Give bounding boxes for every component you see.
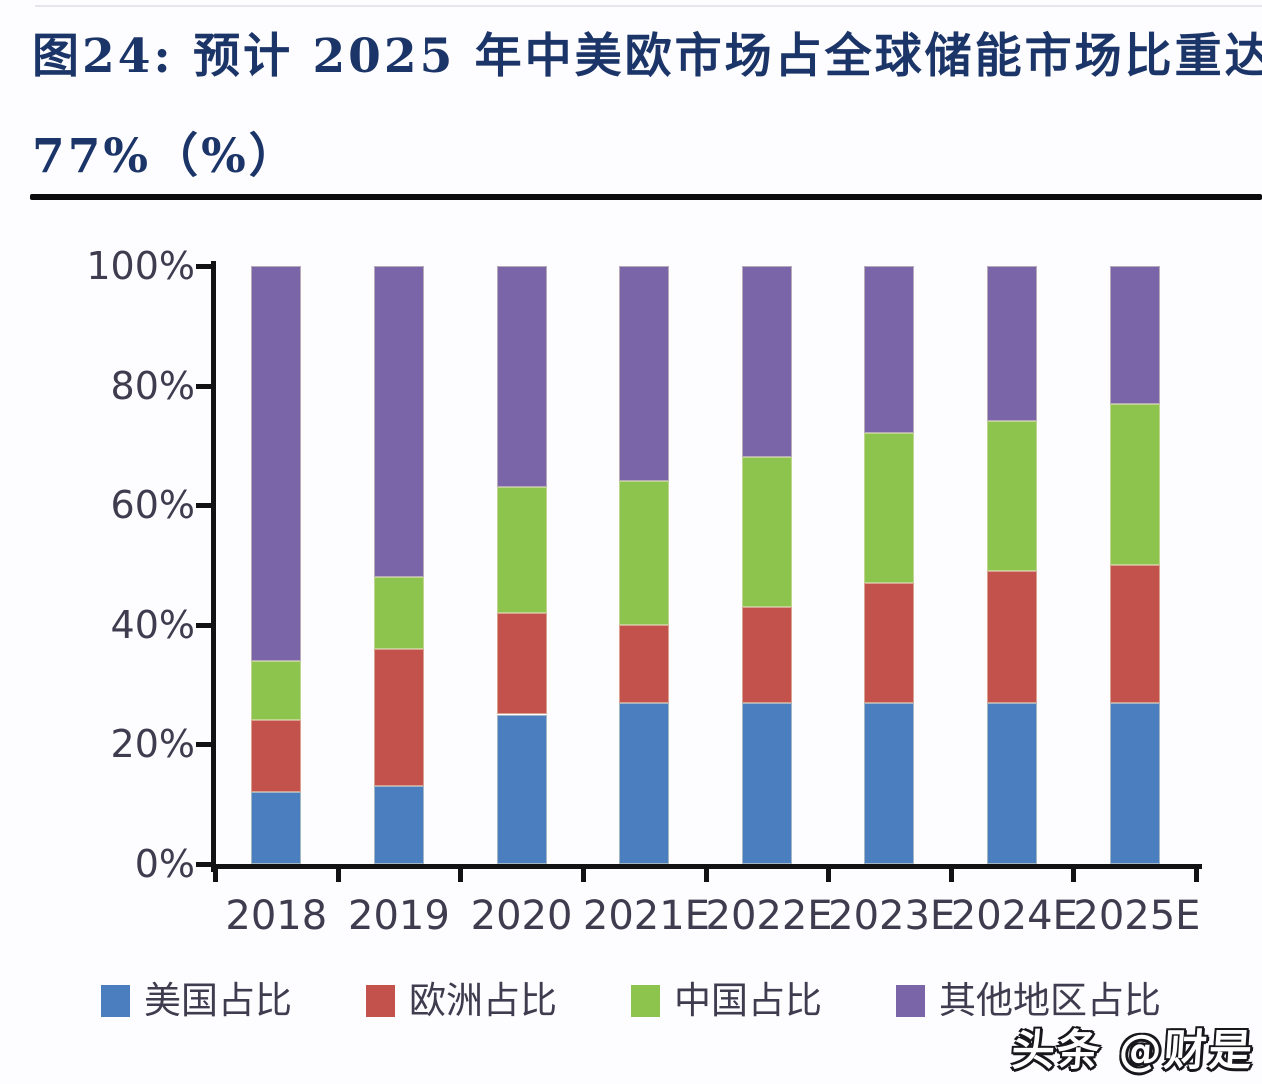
bar-segment xyxy=(619,624,670,703)
bar-segment xyxy=(1109,266,1160,404)
y-axis-tick-label: 100% xyxy=(86,244,195,288)
bar-segment xyxy=(1109,702,1160,864)
bar-segment xyxy=(1109,565,1160,703)
bar-segment xyxy=(496,487,547,613)
chart-title: 图24: 预计 2025 年中美欧市场占全球储能市场比重达 77%（%） xyxy=(32,28,1262,186)
bar-segment xyxy=(496,612,547,715)
legend-swatch-icon xyxy=(896,984,925,1017)
title-divider xyxy=(30,194,1262,200)
bar-segment xyxy=(987,702,1038,864)
bar-segment xyxy=(741,266,792,458)
legend-item: 其他地区占比 xyxy=(896,982,1161,1019)
y-axis-tick-label: 40% xyxy=(110,602,195,647)
y-axis-tick xyxy=(196,383,211,389)
y-axis-tick-label: 0% xyxy=(134,842,195,886)
bar-segment xyxy=(864,582,915,703)
legend-item: 中国占比 xyxy=(631,982,822,1019)
bar-segment xyxy=(496,714,547,864)
y-axis-tick xyxy=(196,503,211,509)
legend-label: 中国占比 xyxy=(674,979,822,1022)
legend-label: 美国占比 xyxy=(144,979,292,1022)
x-axis-tick xyxy=(948,869,954,882)
legend-swatch-icon xyxy=(631,984,660,1017)
bar-segment xyxy=(741,606,792,703)
y-axis-tick xyxy=(196,264,211,269)
bar-segment xyxy=(373,786,424,864)
x-axis-category-label: 2019 xyxy=(348,893,450,939)
bar-segment xyxy=(864,266,915,434)
x-axis-tick xyxy=(213,869,218,882)
x-axis-category-label: 2023E xyxy=(828,893,956,939)
chart-title-line1: 图24: 预计 2025 年中美欧市场占全球储能市场比重达 xyxy=(32,29,1262,84)
legend-swatch-icon xyxy=(101,984,130,1017)
x-axis-category-label: 2018 xyxy=(225,893,328,939)
top-hairline xyxy=(35,5,1262,7)
legend-item: 欧洲占比 xyxy=(366,982,557,1019)
y-axis-tick xyxy=(196,742,211,748)
bar-segment xyxy=(496,266,547,488)
x-axis-category-label: 2025E xyxy=(1073,893,1201,939)
bar-segment xyxy=(987,266,1038,422)
bar-segment xyxy=(373,576,424,649)
y-axis-tick xyxy=(196,862,211,867)
legend-swatch-icon xyxy=(366,984,395,1017)
bar-segment xyxy=(251,720,302,793)
y-axis-line xyxy=(211,261,216,872)
x-axis-tick xyxy=(1071,869,1077,882)
bar-segment xyxy=(619,481,670,625)
y-axis-tick-label: 60% xyxy=(110,483,195,528)
bar-segment xyxy=(741,457,792,607)
bar-segment xyxy=(864,433,915,583)
x-axis-tick xyxy=(1194,869,1199,882)
watermark: 头条 @财是 xyxy=(1009,1026,1256,1076)
bar-segment xyxy=(987,570,1038,703)
y-axis-tick-label: 20% xyxy=(110,722,195,767)
chart-title-line2: 77%（%） xyxy=(32,128,299,184)
bar-segment xyxy=(864,702,915,864)
legend-item: 美国占比 xyxy=(101,982,292,1019)
bar-segment xyxy=(987,421,1038,571)
x-axis-category-label: 2022E xyxy=(705,893,833,939)
bar-segment xyxy=(251,266,302,661)
x-axis-category-label: 2020 xyxy=(470,893,573,939)
x-axis-category-label: 2021E xyxy=(582,893,710,939)
bar-segment xyxy=(373,648,424,787)
x-axis-tick xyxy=(580,869,586,882)
legend-label: 其他地区占比 xyxy=(939,979,1161,1022)
bar-segment xyxy=(619,266,670,482)
bar-segment xyxy=(251,792,302,864)
x-axis-tick xyxy=(703,869,709,882)
x-axis-tick xyxy=(335,869,341,882)
bar-segment xyxy=(373,266,424,577)
chart-legend: 美国占比 欧洲占比 中国占比 其他地区占比 xyxy=(0,982,1262,1019)
bar-segment xyxy=(619,702,670,864)
bar-segment xyxy=(251,660,302,721)
bar-segment xyxy=(1109,403,1160,565)
x-axis-tick xyxy=(826,869,832,882)
x-axis-tick xyxy=(458,869,464,882)
bar-segment xyxy=(741,702,792,864)
y-axis-tick-label: 80% xyxy=(110,363,195,408)
legend-label: 欧洲占比 xyxy=(409,979,557,1022)
x-axis-line xyxy=(211,864,1202,869)
x-axis-category-label: 2024E xyxy=(950,893,1078,939)
y-axis-tick xyxy=(196,622,211,628)
